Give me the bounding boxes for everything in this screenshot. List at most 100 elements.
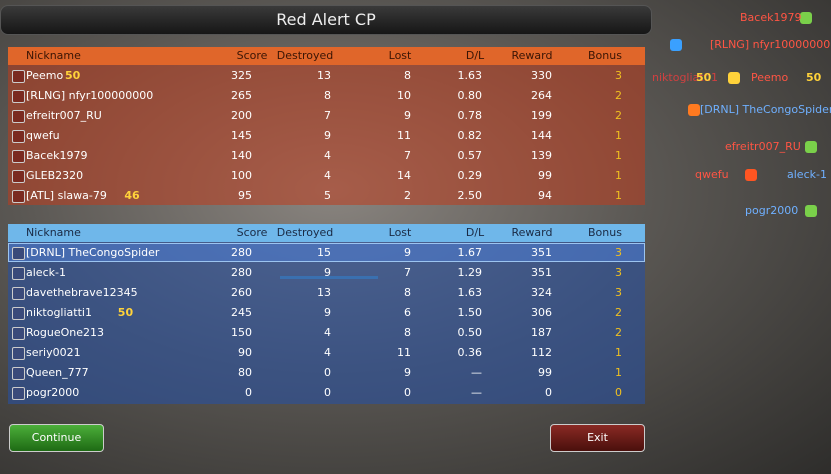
bonus: 1 <box>615 149 622 162</box>
column-header: Reward <box>511 226 553 239</box>
column-header: Reward <box>511 49 553 62</box>
stat-cell: 0 <box>404 386 411 399</box>
stat-cell: 306 <box>531 306 552 319</box>
stat-cell: 2.50 <box>457 189 483 202</box>
rank-icon <box>12 90 25 103</box>
kill-icon <box>805 141 817 153</box>
stat-cell: 325 <box>231 69 252 82</box>
rank-icon <box>12 130 25 143</box>
stat-cell: 0.29 <box>457 169 483 182</box>
rank-icon <box>12 307 25 320</box>
stat-cell: 6 <box>404 306 411 319</box>
bonus: 3 <box>615 246 622 259</box>
kill-icon <box>745 169 757 181</box>
stat-cell: 10 <box>397 89 411 102</box>
stat-cell: 280 <box>231 266 252 279</box>
kill-feed-text: aleck-1 <box>787 168 827 181</box>
stat-cell: 0.78 <box>457 109 483 122</box>
rank-icon <box>12 170 25 183</box>
bonus: 2 <box>615 306 622 319</box>
player-row <box>8 243 645 262</box>
stat-cell: 99 <box>538 169 552 182</box>
exit-button[interactable]: Exit <box>550 424 645 452</box>
kill-icon <box>688 104 700 116</box>
stat-cell: 8 <box>404 286 411 299</box>
column-header: Lost <box>388 49 412 62</box>
stat-cell: 4 <box>324 326 331 339</box>
kill-icon <box>728 72 740 84</box>
stat-cell: 145 <box>231 129 252 142</box>
stat-cell: 99 <box>538 366 552 379</box>
column-header: Destroyed <box>276 226 334 239</box>
stat-cell: 0.36 <box>457 346 483 359</box>
column-header: D/L <box>465 226 485 239</box>
stat-cell: 100 <box>231 169 252 182</box>
stat-cell: 139 <box>531 149 552 162</box>
kill-feed-text: Bacek1979 <box>740 11 802 24</box>
column-header: Destroyed <box>276 49 334 62</box>
bonus: 1 <box>615 189 622 202</box>
column-header: Score <box>236 49 268 62</box>
stat-cell: 265 <box>231 89 252 102</box>
kill-icon <box>800 12 812 24</box>
nickname: Bacek1979 <box>26 149 88 162</box>
rank-icon <box>12 150 25 163</box>
stat-cell: 8 <box>324 89 331 102</box>
stat-cell: 351 <box>531 266 552 279</box>
stat-cell: 9 <box>404 246 411 259</box>
stat-cell: 9 <box>324 129 331 142</box>
stat-cell: 1.29 <box>457 266 483 279</box>
stat-cell: 140 <box>231 149 252 162</box>
title: Red Alert CP <box>276 10 376 29</box>
nickname: davethebrave12345 <box>26 286 138 299</box>
stat-cell: 90 <box>238 346 252 359</box>
bonus: 3 <box>615 286 622 299</box>
kill-feed-text: 50 <box>806 71 822 84</box>
kill-feed-text: [DRNL] TheCongoSpider <box>700 103 831 116</box>
kill-icon <box>670 39 682 51</box>
stat-cell: 1.63 <box>457 69 483 82</box>
nickname: RogueOne213 <box>26 326 104 339</box>
stat-cell: 245 <box>231 306 252 319</box>
nickname: pogr2000 <box>26 386 80 399</box>
stat-cell: 280 <box>231 246 252 259</box>
stat-cell: 13 <box>317 69 331 82</box>
continue-button[interactable]: Continue <box>9 424 104 452</box>
kill-icon <box>805 205 817 217</box>
stat-cell: 1.67 <box>457 246 483 259</box>
kill-feed-text: efreitr007_RU <box>725 140 801 153</box>
bonus: 0 <box>615 386 622 399</box>
stat-cell: 4 <box>324 149 331 162</box>
stat-cell: 7 <box>404 266 411 279</box>
rank-icon <box>12 347 25 360</box>
bonus: 1 <box>615 366 622 379</box>
bonus: 1 <box>615 169 622 182</box>
rank-icon <box>12 327 25 340</box>
progress-bar <box>280 276 378 279</box>
rank-icon <box>12 190 25 203</box>
bonus: 3 <box>615 266 622 279</box>
column-header: Nickname <box>26 49 81 62</box>
nickname: [DRNL] TheCongoSpider <box>26 246 160 259</box>
nickname: aleck-1 <box>26 266 66 279</box>
stat-cell: 9 <box>324 266 331 279</box>
stat-cell: 94 <box>538 189 552 202</box>
column-header: Bonus <box>588 49 622 62</box>
column-header: Nickname <box>26 226 81 239</box>
stat-cell: 0.82 <box>457 129 483 142</box>
rank-icon <box>12 247 25 260</box>
stat-cell: 14 <box>397 169 411 182</box>
bonus: 3 <box>615 69 622 82</box>
red-team-header <box>8 47 645 65</box>
stat-cell: 351 <box>531 246 552 259</box>
column-header: Lost <box>388 226 412 239</box>
column-header: Bonus <box>588 226 622 239</box>
stat-cell: 330 <box>531 69 552 82</box>
stat-cell: 2 <box>404 189 411 202</box>
stat-cell: 200 <box>231 109 252 122</box>
nickname: seriy0021 <box>26 346 81 359</box>
kill-feed-text: pogr2000 <box>745 204 799 217</box>
stat-cell: 4 <box>324 346 331 359</box>
rank-icon <box>12 267 25 280</box>
